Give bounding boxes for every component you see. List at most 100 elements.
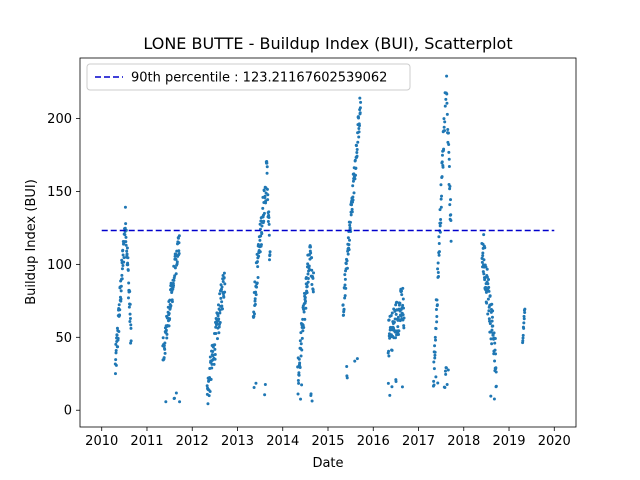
- data-point: [434, 375, 438, 379]
- data-point: [494, 370, 498, 374]
- data-point: [390, 311, 394, 315]
- data-point: [350, 203, 354, 207]
- data-point: [443, 104, 447, 108]
- data-point: [344, 262, 348, 266]
- data-point: [482, 233, 486, 237]
- data-point: [487, 278, 491, 282]
- y-tick-label: 100: [47, 258, 72, 273]
- data-point: [118, 313, 122, 317]
- data-point: [355, 147, 359, 151]
- data-point: [163, 341, 167, 345]
- data-point: [128, 320, 132, 324]
- data-point: [395, 300, 399, 304]
- data-point: [438, 230, 442, 234]
- data-point: [297, 381, 301, 385]
- data-point: [312, 271, 316, 275]
- data-point: [260, 224, 264, 228]
- data-point: [297, 357, 301, 361]
- data-point: [354, 166, 358, 170]
- data-point: [310, 268, 314, 272]
- data-point: [393, 336, 397, 340]
- data-point: [345, 259, 349, 263]
- data-point: [443, 120, 447, 124]
- data-point: [118, 308, 122, 312]
- data-point: [492, 397, 496, 401]
- data-point: [445, 112, 449, 116]
- data-point: [394, 312, 398, 316]
- data-point: [440, 160, 444, 164]
- data-point: [300, 383, 304, 387]
- data-point: [353, 359, 357, 363]
- data-point: [437, 235, 441, 239]
- data-point: [449, 213, 453, 217]
- data-point: [437, 250, 441, 254]
- data-point: [350, 210, 354, 214]
- x-axis: 2010 2011 2012 2013 2014 2015 2016 2017 2018 2019…: [85, 427, 571, 449]
- data-point: [129, 326, 133, 330]
- data-point: [219, 283, 223, 287]
- data-point: [343, 277, 347, 281]
- data-point: [213, 343, 217, 347]
- data-point: [119, 284, 123, 288]
- chart-title: LONE BUTTE - Buildup Index (BUI), Scatte…: [143, 34, 512, 53]
- data-point: [297, 373, 301, 377]
- data-point: [220, 285, 224, 289]
- data-point: [442, 147, 446, 151]
- data-point: [521, 336, 525, 340]
- data-point: [494, 384, 498, 388]
- data-point: [218, 311, 222, 315]
- x-tick-label: 2016: [357, 434, 390, 449]
- data-point: [124, 240, 128, 244]
- data-point: [388, 328, 392, 332]
- data-point: [218, 292, 222, 296]
- data-point: [394, 379, 398, 383]
- x-tick-label: 2010: [85, 434, 118, 449]
- data-point: [266, 193, 270, 197]
- data-point: [124, 235, 128, 239]
- data-point: [521, 333, 525, 337]
- data-point: [397, 329, 401, 333]
- data-point: [119, 289, 123, 293]
- data-point: [345, 266, 349, 270]
- data-point: [488, 294, 492, 298]
- x-tick-label: 2011: [130, 434, 163, 449]
- data-point: [491, 324, 495, 328]
- data-point: [261, 206, 265, 210]
- data-point: [221, 279, 225, 283]
- data-point: [355, 357, 359, 361]
- data-point: [128, 312, 132, 316]
- data-point: [445, 383, 449, 387]
- data-point: [208, 389, 212, 393]
- data-point: [345, 376, 349, 380]
- data-point: [126, 296, 130, 300]
- data-point: [253, 280, 257, 284]
- data-point: [123, 205, 127, 209]
- data-point: [216, 314, 220, 318]
- data-point: [301, 323, 305, 327]
- data-point: [178, 400, 182, 404]
- data-point: [492, 331, 496, 335]
- data-point: [432, 360, 436, 364]
- data-point: [341, 303, 345, 307]
- data-point: [387, 354, 391, 358]
- data-point: [490, 342, 494, 346]
- data-point: [351, 179, 355, 183]
- data-point: [259, 234, 263, 238]
- data-point: [434, 327, 438, 331]
- data-point: [348, 223, 352, 227]
- data-point: [388, 336, 392, 340]
- x-tick-label: 2019: [492, 434, 525, 449]
- data-point: [299, 331, 303, 335]
- data-point: [114, 348, 118, 352]
- data-point: [215, 337, 219, 341]
- data-point: [439, 197, 443, 201]
- data-point: [116, 336, 120, 340]
- x-tick-label: 2014: [266, 434, 299, 449]
- data-point: [432, 379, 436, 383]
- data-point: [306, 280, 310, 284]
- data-point: [482, 272, 486, 276]
- data-point: [120, 273, 124, 277]
- data-point: [488, 319, 492, 323]
- data-point: [310, 256, 314, 260]
- data-point: [393, 317, 397, 321]
